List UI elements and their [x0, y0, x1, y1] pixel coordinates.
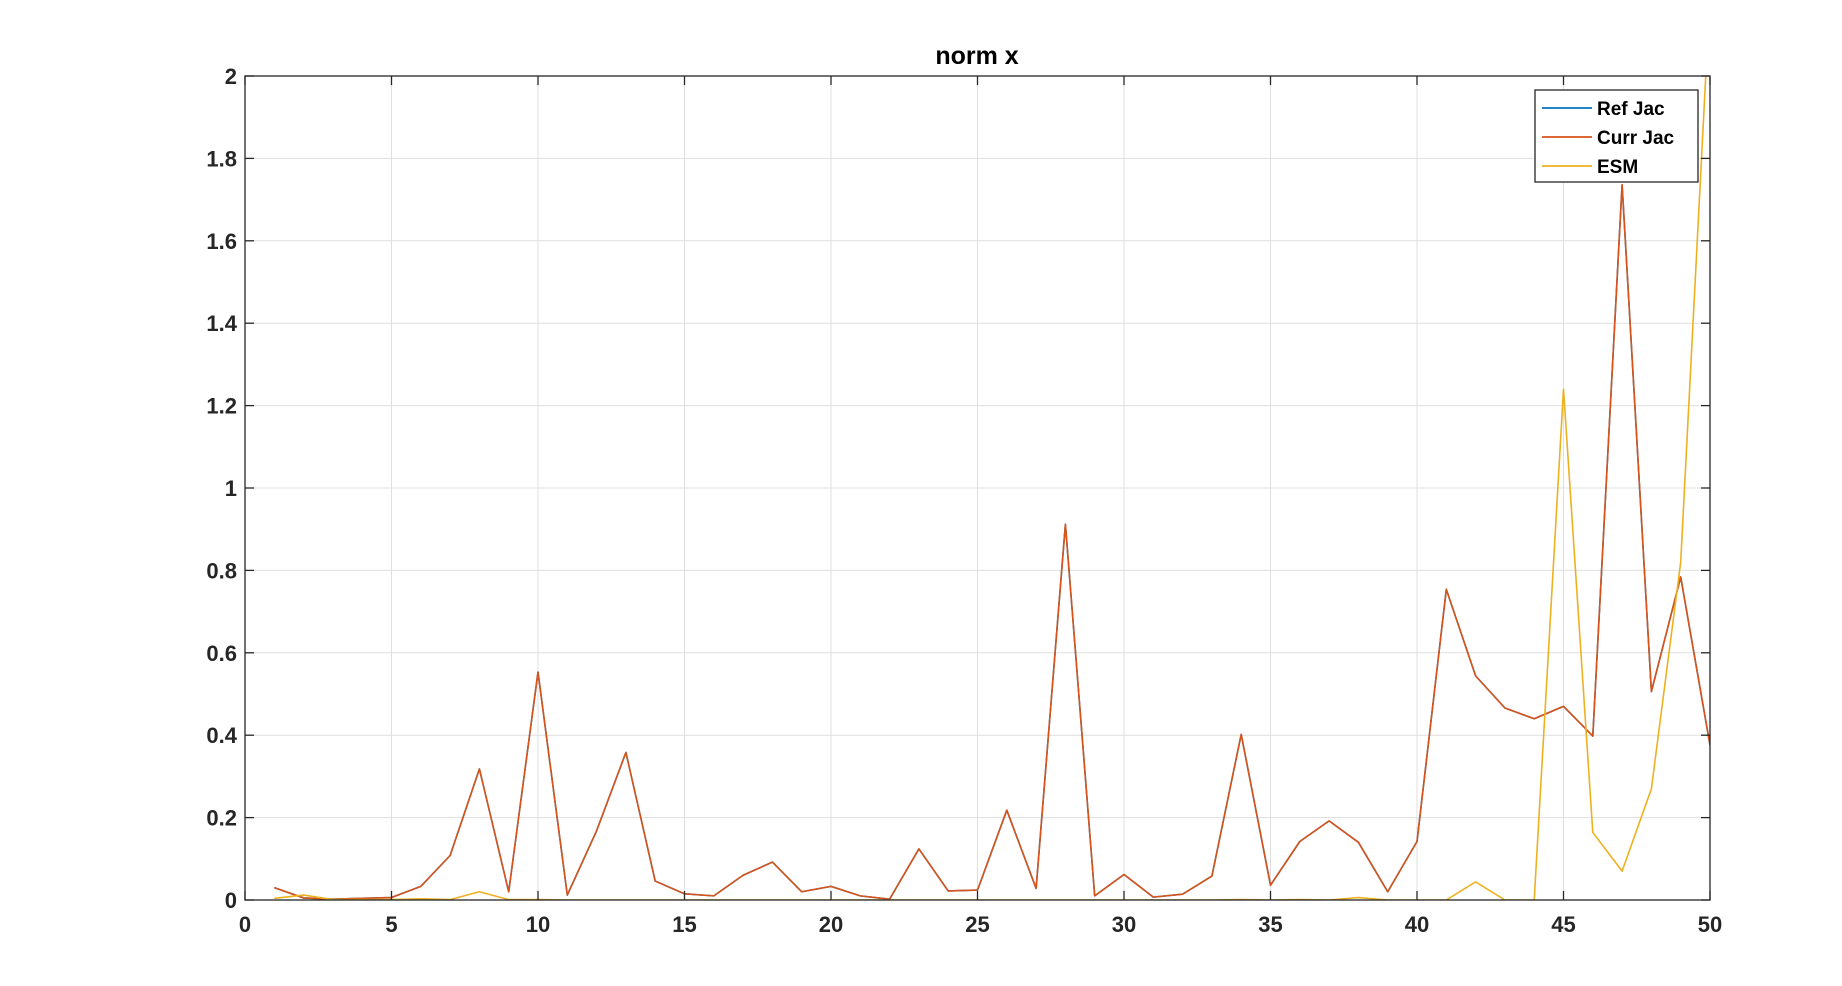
x-tick-label: 35 [1258, 912, 1282, 937]
chart-title: norm x [935, 42, 1018, 70]
x-tick-label: 20 [819, 912, 843, 937]
legend-label-curr-jac: Curr Jac [1597, 128, 1675, 149]
legend-label-ref-jac: Ref Jac [1597, 99, 1665, 120]
x-tick-label: 10 [526, 912, 550, 937]
y-tick-label: 0.6 [206, 641, 237, 666]
y-tick-label: 1.4 [206, 311, 237, 336]
x-tick-labels: 0 5 10 15 20 25 30 35 40 45 50 [239, 912, 1722, 937]
y-tick-label: 2 [225, 64, 237, 89]
y-tick-label: 1.6 [206, 229, 237, 254]
y-tick-label: 0.8 [206, 558, 237, 583]
y-tick-label: 1.2 [206, 394, 237, 419]
y-tick-label: 1.8 [206, 146, 237, 171]
y-tick-label: 1 [225, 476, 237, 501]
y-tick-label: 0.4 [206, 723, 237, 748]
y-tick-label: 0.2 [206, 806, 237, 831]
x-tick-label: 25 [965, 912, 989, 937]
ticks [244, 75, 1711, 901]
legend-label-esm: ESM [1597, 157, 1638, 178]
x-tick-label: 30 [1112, 912, 1136, 937]
x-tick-label: 45 [1551, 912, 1575, 937]
x-tick-label: 15 [672, 912, 696, 937]
x-tick-label: 0 [239, 912, 251, 937]
series-line-curr-jac [274, 183, 1710, 900]
y-tick-labels: 0 0.2 0.4 0.6 0.8 1 1.2 1.4 1.6 1.8 2 [206, 64, 237, 913]
legend: Ref Jac Curr Jac ESM [1534, 89, 1699, 183]
grid [245, 76, 1710, 900]
x-tick-label: 50 [1698, 912, 1722, 937]
y-tick-label: 0 [225, 888, 237, 913]
x-tick-label: 40 [1405, 912, 1429, 937]
x-tick-label: 5 [385, 912, 397, 937]
